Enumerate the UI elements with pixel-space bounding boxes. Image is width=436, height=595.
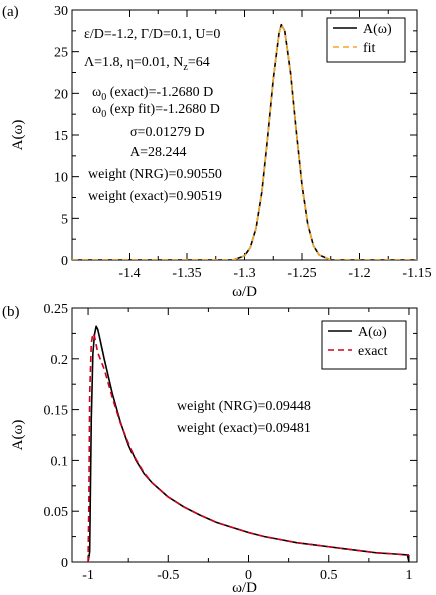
annotation: weight (NRG)=0.90550: [88, 167, 222, 182]
y-tick-label: 0: [61, 254, 68, 269]
x-tick-label: -0.5: [157, 568, 179, 583]
panel-a: (a) -1.4 -1.35 -1.3 -1.25 -1.2 -1.15 0 5 10 15 20 25…: [2, 4, 432, 300]
y-tick-label: 10: [54, 171, 68, 186]
x-tick-label: 1: [405, 568, 412, 583]
annotation: ω0 (exp fit)=-1.2680 D: [92, 102, 220, 120]
legend: A(ω) fit: [326, 17, 406, 63]
annotation: ω0 (exact)=-1.2680 D: [92, 85, 213, 103]
panel-b: (b) -1 -0.5 0 0.5 1 0 0.05 0.1 0.15 0.2 0.25 ω/D A(ω)…: [2, 302, 418, 595]
panel-label: (b): [2, 304, 20, 320]
y-tick-label: 0.05: [44, 505, 69, 520]
legend-label: A(ω): [358, 325, 387, 340]
legend: A(ω) exact: [321, 320, 407, 370]
y-tick-label: 15: [54, 129, 68, 144]
y-tick-label: 0.15: [44, 404, 69, 419]
y-tick-label: 0.1: [51, 454, 69, 469]
y-tick-label: 0.25: [44, 302, 69, 317]
y-tick-label: 20: [54, 87, 68, 102]
annotation: weight (NRG)=0.09448: [177, 399, 311, 414]
y-tick-label: 30: [54, 4, 68, 19]
x-tick-label: -1: [82, 568, 94, 583]
panel-label: (a): [2, 4, 19, 20]
annotation: A=28.244: [130, 145, 187, 160]
y-axis-label: A(ω): [10, 420, 26, 451]
annotation: Λ=1.8, η=0.01, Nz=64: [84, 55, 210, 73]
y-tick-label: 0.2: [51, 353, 69, 368]
annotation: ε/D=-1.2, Γ/D=0.1, U=0: [84, 27, 220, 42]
legend-label: fit: [363, 41, 376, 56]
annotation: σ=0.01279 D: [130, 125, 205, 140]
x-tick-label: -1.15: [402, 266, 431, 281]
legend-label: exact: [358, 344, 388, 359]
x-axis-label: ω/D: [232, 284, 257, 300]
x-axis-label: ω/D: [232, 580, 257, 595]
x-tick-label: 0: [245, 568, 252, 583]
y-tick-label: 25: [54, 46, 68, 61]
legend-box: [326, 17, 406, 63]
annotation: weight (exact)=0.90519: [88, 189, 222, 204]
y-axis-label: A(ω): [10, 120, 26, 151]
x-tick-label: -1.4: [118, 266, 140, 281]
x-tick-label: -1.35: [172, 266, 201, 281]
legend-label: A(ω): [363, 22, 392, 37]
y-tick-label: 0: [61, 556, 68, 571]
y-tick-label: 5: [61, 212, 68, 227]
x-tick-label: -1.2: [348, 266, 370, 281]
x-tick-label: 0.5: [320, 568, 338, 583]
x-tick-label: -1.25: [287, 266, 316, 281]
legend-box: [321, 320, 407, 370]
series-line-fit: [72, 23, 417, 260]
x-tick-label: -1.3: [233, 266, 255, 281]
series-line-fit: [87, 332, 410, 562]
annotation: weight (exact)=0.09481: [177, 421, 311, 436]
